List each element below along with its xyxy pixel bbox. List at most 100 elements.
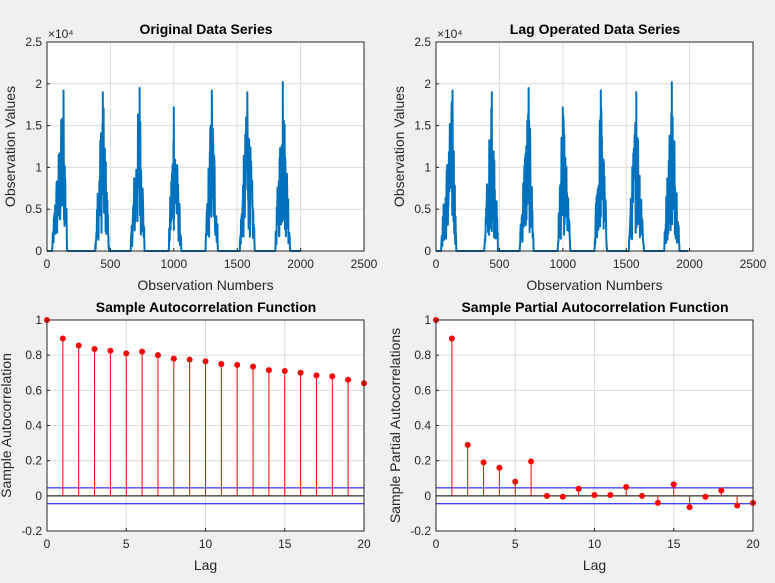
chart-title: Sample Partial Autocorrelation Function <box>461 299 728 315</box>
stem-marker <box>107 347 114 354</box>
stem-marker <box>734 502 741 509</box>
x-tick-label: 0 <box>433 537 440 551</box>
y-tick-label: 0.8 <box>414 348 431 362</box>
stem-marker <box>654 499 661 506</box>
x-tick-label: 2500 <box>351 257 378 271</box>
y-tick-label: 1 <box>424 313 431 327</box>
series-line <box>436 81 689 252</box>
plot-area <box>47 42 364 251</box>
x-axis-label: Observation Numbers <box>137 277 273 293</box>
stem-marker <box>297 369 304 376</box>
stem-marker <box>139 348 146 355</box>
stem-marker <box>559 493 566 500</box>
x-tick-label: 1000 <box>549 257 576 271</box>
x-tick-label: 15 <box>278 537 292 551</box>
y-tick-label: 0.4 <box>25 419 42 433</box>
stem-marker <box>265 367 272 374</box>
y-tick-label: 0.6 <box>414 383 431 397</box>
x-tick-label: 20 <box>357 537 371 551</box>
stem-marker <box>591 491 598 498</box>
x-tick-label: 15 <box>667 537 681 551</box>
stem-marker <box>623 484 630 491</box>
chart-title: Lag Operated Data Series <box>510 21 681 37</box>
y-tick-label: 2.5 <box>414 35 431 49</box>
y-tick-label: 0 <box>424 244 431 258</box>
x-tick-label: 500 <box>100 257 120 271</box>
x-tick-label: 0 <box>433 257 440 271</box>
stem-marker <box>718 487 725 494</box>
x-axis-label: Lag <box>583 557 606 573</box>
stem-marker <box>639 492 646 499</box>
stem-marker <box>123 350 130 357</box>
x-tick-label: 2000 <box>676 257 703 271</box>
stem-marker <box>575 485 582 492</box>
y-tick-label: 0.4 <box>414 419 431 433</box>
stem-marker <box>250 363 257 370</box>
stem-marker <box>496 464 503 471</box>
y-axis-label: Sample Partial Autocorrelations <box>387 328 403 523</box>
y-tick-label: 0.2 <box>25 454 42 468</box>
y-tick-label: 2.5 <box>25 35 42 49</box>
stem-marker <box>202 358 209 365</box>
axes-box <box>46 41 365 252</box>
chart-title: Sample Autocorrelation Function <box>96 299 316 315</box>
y-tick-label: 0.5 <box>414 202 431 216</box>
y-axis-label: Observation Values <box>2 86 18 207</box>
x-tick-label: 2000 <box>287 257 314 271</box>
stem-marker <box>75 342 82 349</box>
stem-marker <box>607 491 614 498</box>
y-tick-label: 0.2 <box>414 454 431 468</box>
stem-marker <box>154 352 161 359</box>
y-tick-label: -0.2 <box>410 524 431 538</box>
stem-marker <box>59 335 66 342</box>
stem-marker <box>448 335 455 342</box>
stem-marker <box>313 372 320 379</box>
x-tick-label: 10 <box>199 537 213 551</box>
y-tick-label: 0.5 <box>25 202 42 216</box>
x-tick-label: 1500 <box>224 257 251 271</box>
x-tick-label: 0 <box>44 537 51 551</box>
x-tick-label: 5 <box>123 537 130 551</box>
stem-marker <box>670 481 677 488</box>
y-tick-label: -0.2 <box>21 524 42 538</box>
stem-marker <box>702 493 709 500</box>
chart-panel-1: 0 500 1000 1500 2000 2500 0 0.5 1 1.5 2 2.5 ×10⁴ Orig… <box>2 21 378 293</box>
stem-marker <box>345 376 352 383</box>
stem-marker <box>464 441 471 448</box>
x-tick-label: 2500 <box>740 257 767 271</box>
plot-area <box>436 42 753 251</box>
stem-marker <box>234 361 241 368</box>
y-tick-label: 0 <box>35 489 42 503</box>
y-tick-label: 2 <box>35 77 42 91</box>
x-tick-label: 5 <box>512 537 519 551</box>
x-tick-label: 10 <box>588 537 602 551</box>
y-axis-label: Sample Autocorrelation <box>0 353 14 498</box>
y-tick-label: 1 <box>35 313 42 327</box>
stem-marker <box>281 367 288 374</box>
x-tick-label: 1000 <box>160 257 187 271</box>
stem-marker <box>91 346 98 353</box>
x-tick-label: 1500 <box>613 257 640 271</box>
exponent-label: ×10⁴ <box>48 27 74 41</box>
chart-panel-2: 0 500 1000 1500 2000 2500 0 0.5 1 1.5 2 2.5 ×10⁴ Lag … <box>391 21 767 293</box>
x-axis-label: Observation Numbers <box>526 277 662 293</box>
y-tick-label: 1.5 <box>414 119 431 133</box>
x-axis-label: Lag <box>194 557 217 573</box>
stem-marker <box>170 355 177 362</box>
exponent-label: ×10⁴ <box>437 27 463 41</box>
y-tick-label: 1 <box>35 160 42 174</box>
stem-marker <box>480 459 487 466</box>
y-tick-label: 0.6 <box>25 383 42 397</box>
stem-marker <box>329 373 336 380</box>
y-tick-label: 0.8 <box>25 348 42 362</box>
y-tick-label: 2 <box>424 77 431 91</box>
axes-box <box>435 41 754 252</box>
x-tick-label: 500 <box>489 257 509 271</box>
y-tick-label: 0 <box>424 489 431 503</box>
y-tick-label: 1 <box>424 160 431 174</box>
stem-marker <box>543 492 550 499</box>
x-tick-label: 0 <box>44 257 51 271</box>
